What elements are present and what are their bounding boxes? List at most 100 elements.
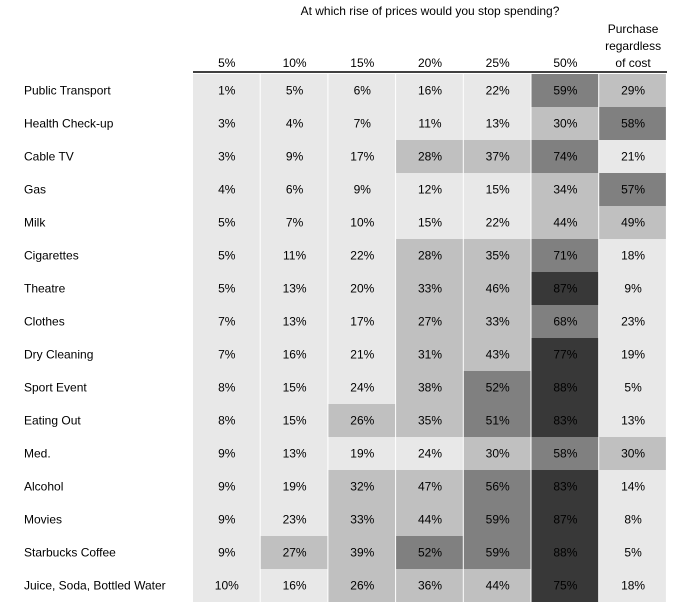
cell-value-label: 16% [283, 579, 307, 593]
heatmap-cell [531, 536, 599, 569]
cell-value-label: 33% [350, 513, 374, 527]
cell-value-label: 18% [621, 579, 645, 593]
cell-value-label: 35% [486, 249, 510, 263]
heatmap-cell [328, 140, 396, 173]
heatmap-cell [193, 206, 260, 239]
cell-value-label: 9% [286, 150, 304, 164]
cell-value-label: 39% [350, 546, 374, 560]
heatmap-cell [260, 305, 328, 338]
cell-value-label: 16% [418, 84, 442, 98]
column-header-label: 25% [486, 56, 510, 70]
cell-value-label: 24% [418, 447, 442, 461]
cell-value-label: 87% [553, 513, 577, 527]
cell-value-label: 33% [486, 315, 510, 329]
heatmap-cell [531, 140, 599, 173]
cell-value-label: 17% [350, 150, 374, 164]
heatmap-cell [531, 437, 599, 470]
cell-value-label: 30% [553, 117, 577, 131]
row-label: Health Check-up [24, 117, 114, 131]
heatmap-cell [599, 206, 666, 239]
cell-value-label: 3% [218, 150, 236, 164]
cell-value-label: 51% [486, 414, 510, 428]
heatmap-cell [193, 338, 260, 371]
cell-value-label: 44% [486, 579, 510, 593]
row-label: Movies [24, 513, 62, 527]
heatmap-cell [599, 404, 666, 437]
cell-value-label: 17% [350, 315, 374, 329]
cell-value-label: 26% [350, 579, 374, 593]
heatmap-cell [193, 140, 260, 173]
cell-value-label: 13% [621, 414, 645, 428]
heatmap-cell [463, 470, 531, 503]
cell-value-label: 57% [621, 183, 645, 197]
cell-value-label: 14% [621, 480, 645, 494]
heatmap-cell [260, 272, 328, 305]
row-label: Med. [24, 447, 51, 461]
cell-value-label: 13% [283, 282, 307, 296]
heatmap-cells [193, 74, 666, 602]
cell-value-label: 22% [486, 84, 510, 98]
row-label: Dry Cleaning [24, 348, 93, 362]
cell-value-label: 8% [218, 381, 236, 395]
heatmap-cell [396, 74, 463, 107]
heatmap-cell [531, 503, 599, 536]
cell-value-label: 15% [486, 183, 510, 197]
cell-value-label: 44% [553, 216, 577, 230]
heatmap-cell [531, 338, 599, 371]
cell-value-label: 30% [621, 447, 645, 461]
heatmap-cell [463, 239, 531, 272]
heatmap-cell [396, 272, 463, 305]
cell-value-label: 37% [486, 150, 510, 164]
heatmap-cell [328, 437, 396, 470]
heatmap-cell [531, 173, 599, 206]
heatmap-cell [193, 173, 260, 206]
heatmap-cell [260, 173, 328, 206]
cell-value-label: 29% [621, 84, 645, 98]
heatmap-cell [193, 404, 260, 437]
row-label: Theatre [24, 282, 66, 296]
cell-value-label: 7% [286, 216, 304, 230]
heatmap-cell [531, 569, 599, 602]
cell-value-label: 87% [553, 282, 577, 296]
cell-value-label: 11% [283, 249, 306, 263]
cell-value-label: 6% [286, 183, 304, 197]
cell-value-label: 88% [553, 381, 577, 395]
heatmap-cell [193, 272, 260, 305]
heatmap-cell [396, 338, 463, 371]
row-label: Cigarettes [24, 249, 79, 263]
cell-value-label: 5% [218, 282, 236, 296]
column-header-label: 5% [218, 56, 236, 70]
row-label: Clothes [24, 315, 65, 329]
heatmap-cell [328, 503, 396, 536]
chart-title: At which rise of prices would you stop s… [301, 4, 560, 18]
cell-value-label: 47% [418, 480, 442, 494]
row-label: Sport Event [24, 381, 87, 395]
row-label: Juice, Soda, Bottled Water [24, 579, 166, 593]
cell-value-label: 9% [624, 282, 642, 296]
cell-value-label: 52% [486, 381, 510, 395]
heatmap-cell [396, 470, 463, 503]
cell-value-label: 5% [218, 216, 236, 230]
heatmap-cell [193, 437, 260, 470]
cell-value-label: 58% [621, 117, 645, 131]
heatmap-cell [396, 437, 463, 470]
heatmap-cell [396, 305, 463, 338]
heatmap-cell [260, 569, 328, 602]
heatmap-cell [463, 173, 531, 206]
heatmap-cell [531, 206, 599, 239]
cell-value-label: 26% [350, 414, 374, 428]
heatmap-cell [463, 404, 531, 437]
cell-value-label: 5% [624, 381, 642, 395]
cell-value-label: 9% [218, 447, 236, 461]
heatmap-cell [328, 239, 396, 272]
heatmap-cell [260, 206, 328, 239]
cell-value-label: 19% [621, 348, 645, 362]
cell-value-label: 19% [350, 447, 374, 461]
heatmap-cell [531, 107, 599, 140]
cell-value-label: 8% [218, 414, 236, 428]
cell-value-label: 24% [350, 381, 374, 395]
heatmap-cell [260, 140, 328, 173]
row-label: Starbucks Coffee [24, 546, 116, 560]
cell-value-label: 49% [621, 216, 645, 230]
cell-value-label: 15% [283, 414, 307, 428]
